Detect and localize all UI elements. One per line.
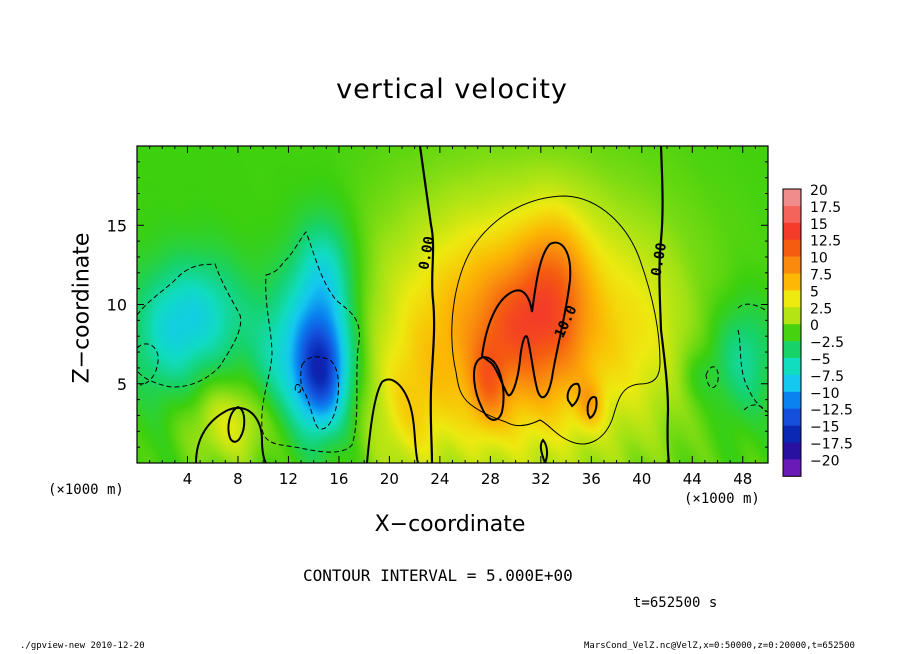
x-tick-label: 40 (632, 470, 651, 488)
chart-title: vertical velocity (336, 74, 568, 105)
contour-ten-b (480, 241, 572, 399)
x-tick-label: 8 (233, 470, 243, 488)
colorbar-label: −15 (810, 420, 840, 436)
colorbar-swatch (783, 222, 801, 240)
colorbar-label: −20 (810, 453, 840, 469)
contour-zero-mid (366, 378, 419, 463)
contour-five-left (227, 405, 246, 443)
colorbar-label: −12.5 (810, 403, 853, 419)
x-unit-label-right: (×1000 m) (684, 491, 760, 507)
x-tick-label: 36 (582, 470, 601, 488)
colorbar-label: 0 (810, 318, 819, 334)
colorbar-swatch (783, 307, 801, 325)
contour-label: 0.00 (649, 241, 671, 277)
colorbar-label: −17.5 (810, 437, 853, 453)
contour-ten-c (566, 382, 581, 408)
contour-zero-small (539, 438, 549, 463)
colorbar-swatch (783, 273, 801, 291)
contour-lines (137, 146, 768, 463)
colorbar-frame (782, 188, 802, 477)
colorbar-label: 17.5 (810, 200, 841, 216)
contour-zero-right (658, 146, 671, 463)
program-footer: ./gpview-new 2010-12-20 (20, 641, 145, 651)
colorbar-label: 2.5 (810, 301, 832, 317)
colorbar-label: −2.5 (810, 335, 844, 351)
x-tick-labels: 4 8 12 16 20 24 28 32 36 40 44 48 (183, 470, 753, 488)
y-axis-label: Z−coordinate (69, 232, 95, 384)
colorbar-label: 5 (810, 284, 819, 300)
colorbar-swatch (783, 391, 801, 409)
contour-ten-d (586, 396, 598, 420)
colorbar-label: −7.5 (810, 369, 844, 385)
colorbar-swatch (783, 358, 801, 376)
colorbar-label: −10 (810, 386, 840, 402)
colorbar-swatch (783, 324, 801, 342)
colorbar-swatch (783, 256, 801, 274)
colorbar-swatch (783, 290, 801, 308)
contour-zero-left (418, 146, 436, 463)
contour-zero-warm-left (195, 407, 267, 463)
contour-interval-note: CONTOUR INTERVAL = 5.000E+00 (303, 566, 573, 585)
contour-negative-set (137, 231, 768, 453)
y-tick-label: 15 (107, 216, 127, 235)
colorbar-swatch (783, 205, 801, 224)
colorbar-label: 7.5 (810, 268, 832, 284)
x-tick-label: 4 (183, 470, 193, 488)
x-tick-label: 16 (329, 470, 348, 488)
colorbar-swatch (783, 459, 801, 477)
x-unit-label-left: (×1000 m) (48, 482, 124, 498)
x-tick-label: 28 (481, 470, 500, 488)
colorbar-swatch (783, 442, 801, 460)
colorbar: 2017.51512.5107.552.50−2.5−5−7.5−10−12.5… (782, 183, 853, 477)
colorbar-swatch (783, 425, 801, 443)
x-tick-label: 20 (380, 470, 399, 488)
colorbar-swatch (783, 189, 801, 207)
colorbar-swatch (783, 374, 801, 393)
y-tick-labels: 5 10 15 (107, 216, 127, 394)
colorbar-label: 10 (810, 251, 828, 267)
x-tick-label: 24 (430, 470, 449, 488)
colorbar-label: 20 (810, 183, 828, 199)
axis-ticks (137, 146, 768, 463)
colorbar-label: 15 (810, 217, 828, 233)
x-tick-label: 44 (683, 470, 702, 488)
x-axis-label: X−coordinate (374, 512, 526, 537)
contour-ten-a (472, 356, 505, 421)
y-tick-label: 5 (117, 375, 127, 394)
colorbar-swatch (783, 341, 801, 359)
x-tick-label: 32 (531, 470, 550, 488)
y-tick-label: 10 (107, 296, 127, 315)
colorbar-label: −5 (810, 352, 831, 368)
contour-label: 0.00 (416, 235, 438, 271)
colorbar-swatch (783, 239, 801, 257)
file-footer: MarsCond_VelZ.nc@VelZ,x=0:50000,z=0:2000… (584, 641, 855, 651)
time-label: t=652500 s (633, 595, 718, 611)
colorbar-label: 12.5 (810, 234, 841, 250)
x-tick-label: 12 (279, 470, 298, 488)
contour-five-outer (451, 195, 661, 445)
x-tick-label: 48 (733, 470, 752, 488)
colorbar-swatch (783, 408, 801, 426)
